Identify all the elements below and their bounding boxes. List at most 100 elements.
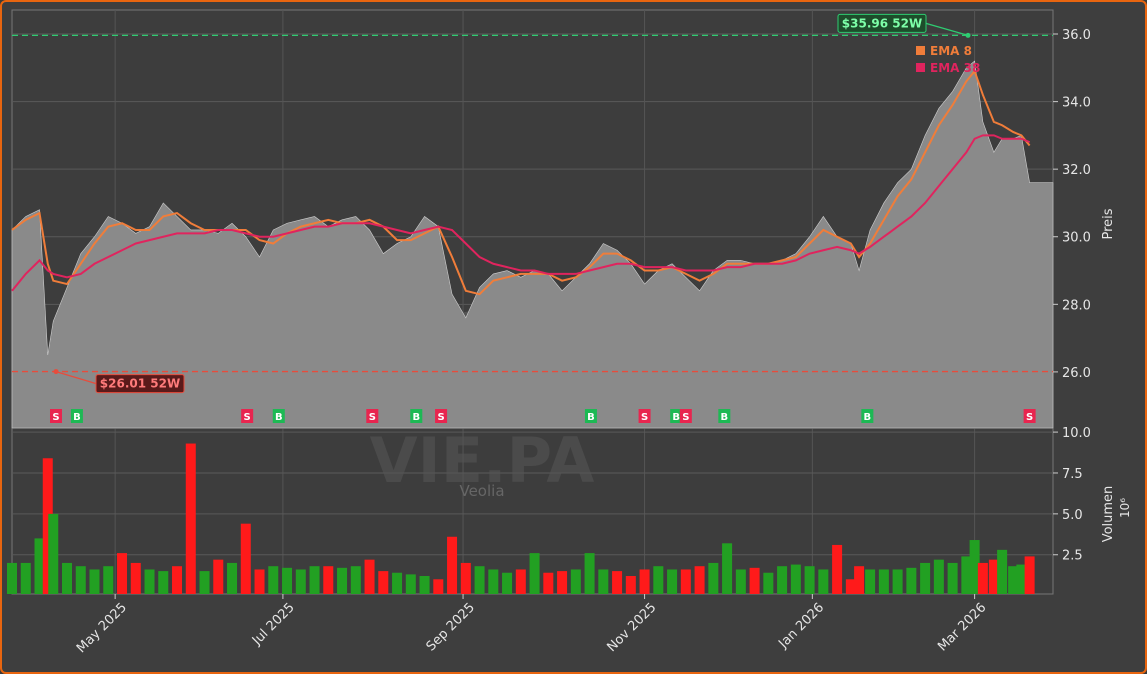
volume-bar	[447, 536, 458, 594]
signal-label: S	[641, 412, 648, 423]
y-tick-label: 30.0	[1062, 231, 1091, 246]
volume-bar	[832, 544, 843, 594]
signal-marker	[241, 409, 254, 423]
signal-label: S	[369, 412, 376, 423]
annotation-point	[53, 369, 59, 375]
volume-bar	[42, 458, 53, 594]
volume-bar	[364, 559, 375, 594]
volume-bar	[557, 571, 568, 594]
y-tick-label: 26.0	[1062, 366, 1091, 381]
volume-bar	[906, 567, 917, 594]
signal-label: B	[721, 412, 729, 423]
volume-bar	[865, 569, 876, 594]
volume-bar	[749, 567, 760, 594]
volume-bar	[75, 566, 86, 594]
volume-bar	[961, 556, 972, 594]
volume-bar	[254, 569, 265, 594]
volume-bar	[34, 538, 45, 594]
signal-marker	[1023, 409, 1036, 423]
signal-marker	[50, 409, 63, 423]
signal-label: B	[275, 412, 283, 423]
volume-bar	[323, 566, 334, 594]
x-tick-label: May 2025	[74, 600, 130, 656]
signal-marker	[366, 409, 379, 423]
volume-bar	[680, 569, 691, 594]
signal-label: S	[244, 412, 251, 423]
annotation-label: $26.01 52W	[100, 377, 180, 391]
volume-bar	[378, 571, 389, 594]
volume-bar	[735, 569, 746, 594]
signal-label: S	[437, 412, 444, 423]
volume-bar	[639, 569, 650, 594]
signal-label: B	[412, 412, 420, 423]
watermark-name: Veolia	[459, 482, 504, 500]
signal-marker	[70, 409, 83, 423]
volume-bar	[933, 559, 944, 594]
signal-label: S	[52, 412, 59, 423]
signal-label: B	[73, 412, 81, 423]
volume-bar	[103, 566, 114, 594]
y-tick-label: 34.0	[1062, 96, 1091, 111]
volume-bar	[694, 566, 705, 594]
y-tick-label: 28.0	[1062, 298, 1091, 313]
volume-bar	[529, 553, 540, 594]
volume-bar	[350, 566, 361, 594]
signal-marker	[718, 409, 731, 423]
annotation-label: $35.96 52W	[842, 16, 922, 30]
volume-bar	[804, 566, 815, 594]
signal-marker	[410, 409, 423, 423]
volume-bar	[488, 569, 499, 594]
volume-bar	[878, 569, 889, 594]
volume-bar	[892, 569, 903, 594]
volume-bar	[144, 569, 155, 594]
volume-bar	[62, 562, 73, 594]
ema-line	[11, 69, 1031, 296]
volume-bar	[213, 559, 224, 594]
volume-bar	[570, 569, 581, 594]
volume-bar	[845, 579, 856, 594]
annotation-arrow	[55, 370, 97, 385]
y-tick-label: 10.0	[1062, 426, 1091, 441]
signal-marker	[861, 409, 874, 423]
signal-label: B	[864, 412, 872, 423]
volume-bar	[854, 566, 865, 594]
annotation-point	[965, 32, 971, 38]
volume-bar	[199, 571, 210, 594]
legend-swatch	[916, 46, 925, 55]
volume-bar	[89, 569, 100, 594]
volume-bar	[460, 562, 471, 594]
volume-bar	[158, 571, 169, 594]
volume-bar	[117, 553, 128, 594]
y-tick-label: 5.0	[1062, 508, 1083, 523]
watermark-ticker: VIE.PA	[370, 424, 595, 497]
legend-label: EMA 38	[930, 61, 980, 75]
volume-bar	[268, 566, 279, 594]
volume-bar	[920, 562, 931, 594]
volume-bar	[433, 579, 444, 594]
y-axis-unit: 10⁶	[1118, 498, 1132, 518]
legend-label: EMA 8	[930, 44, 972, 58]
volume-bar	[185, 443, 196, 594]
volume-bar	[543, 572, 554, 594]
volume-bar	[295, 569, 306, 594]
volume-bar	[337, 567, 348, 594]
x-tick-label: Jul 2025	[249, 600, 298, 649]
volume-bar	[1008, 566, 1019, 594]
x-tick-label: Sep 2025	[424, 600, 478, 654]
volume-bar	[584, 553, 595, 594]
volume-bar	[405, 574, 416, 594]
volume-bar	[48, 513, 59, 594]
x-tick-label: Nov 2025	[605, 600, 660, 655]
volume-bar	[282, 567, 293, 594]
legend-swatch	[916, 63, 925, 72]
volume-bar	[977, 562, 988, 594]
volume-bar	[777, 566, 788, 594]
y-tick-label: 36.0	[1062, 28, 1091, 43]
signal-marker	[435, 409, 448, 423]
volume-bar	[988, 559, 999, 594]
signal-label: S	[1026, 412, 1033, 423]
volume-bar	[7, 562, 17, 594]
volume-bar	[502, 572, 513, 594]
volume-bar	[1016, 564, 1027, 594]
x-tick-label: Jan 2026	[775, 600, 827, 652]
